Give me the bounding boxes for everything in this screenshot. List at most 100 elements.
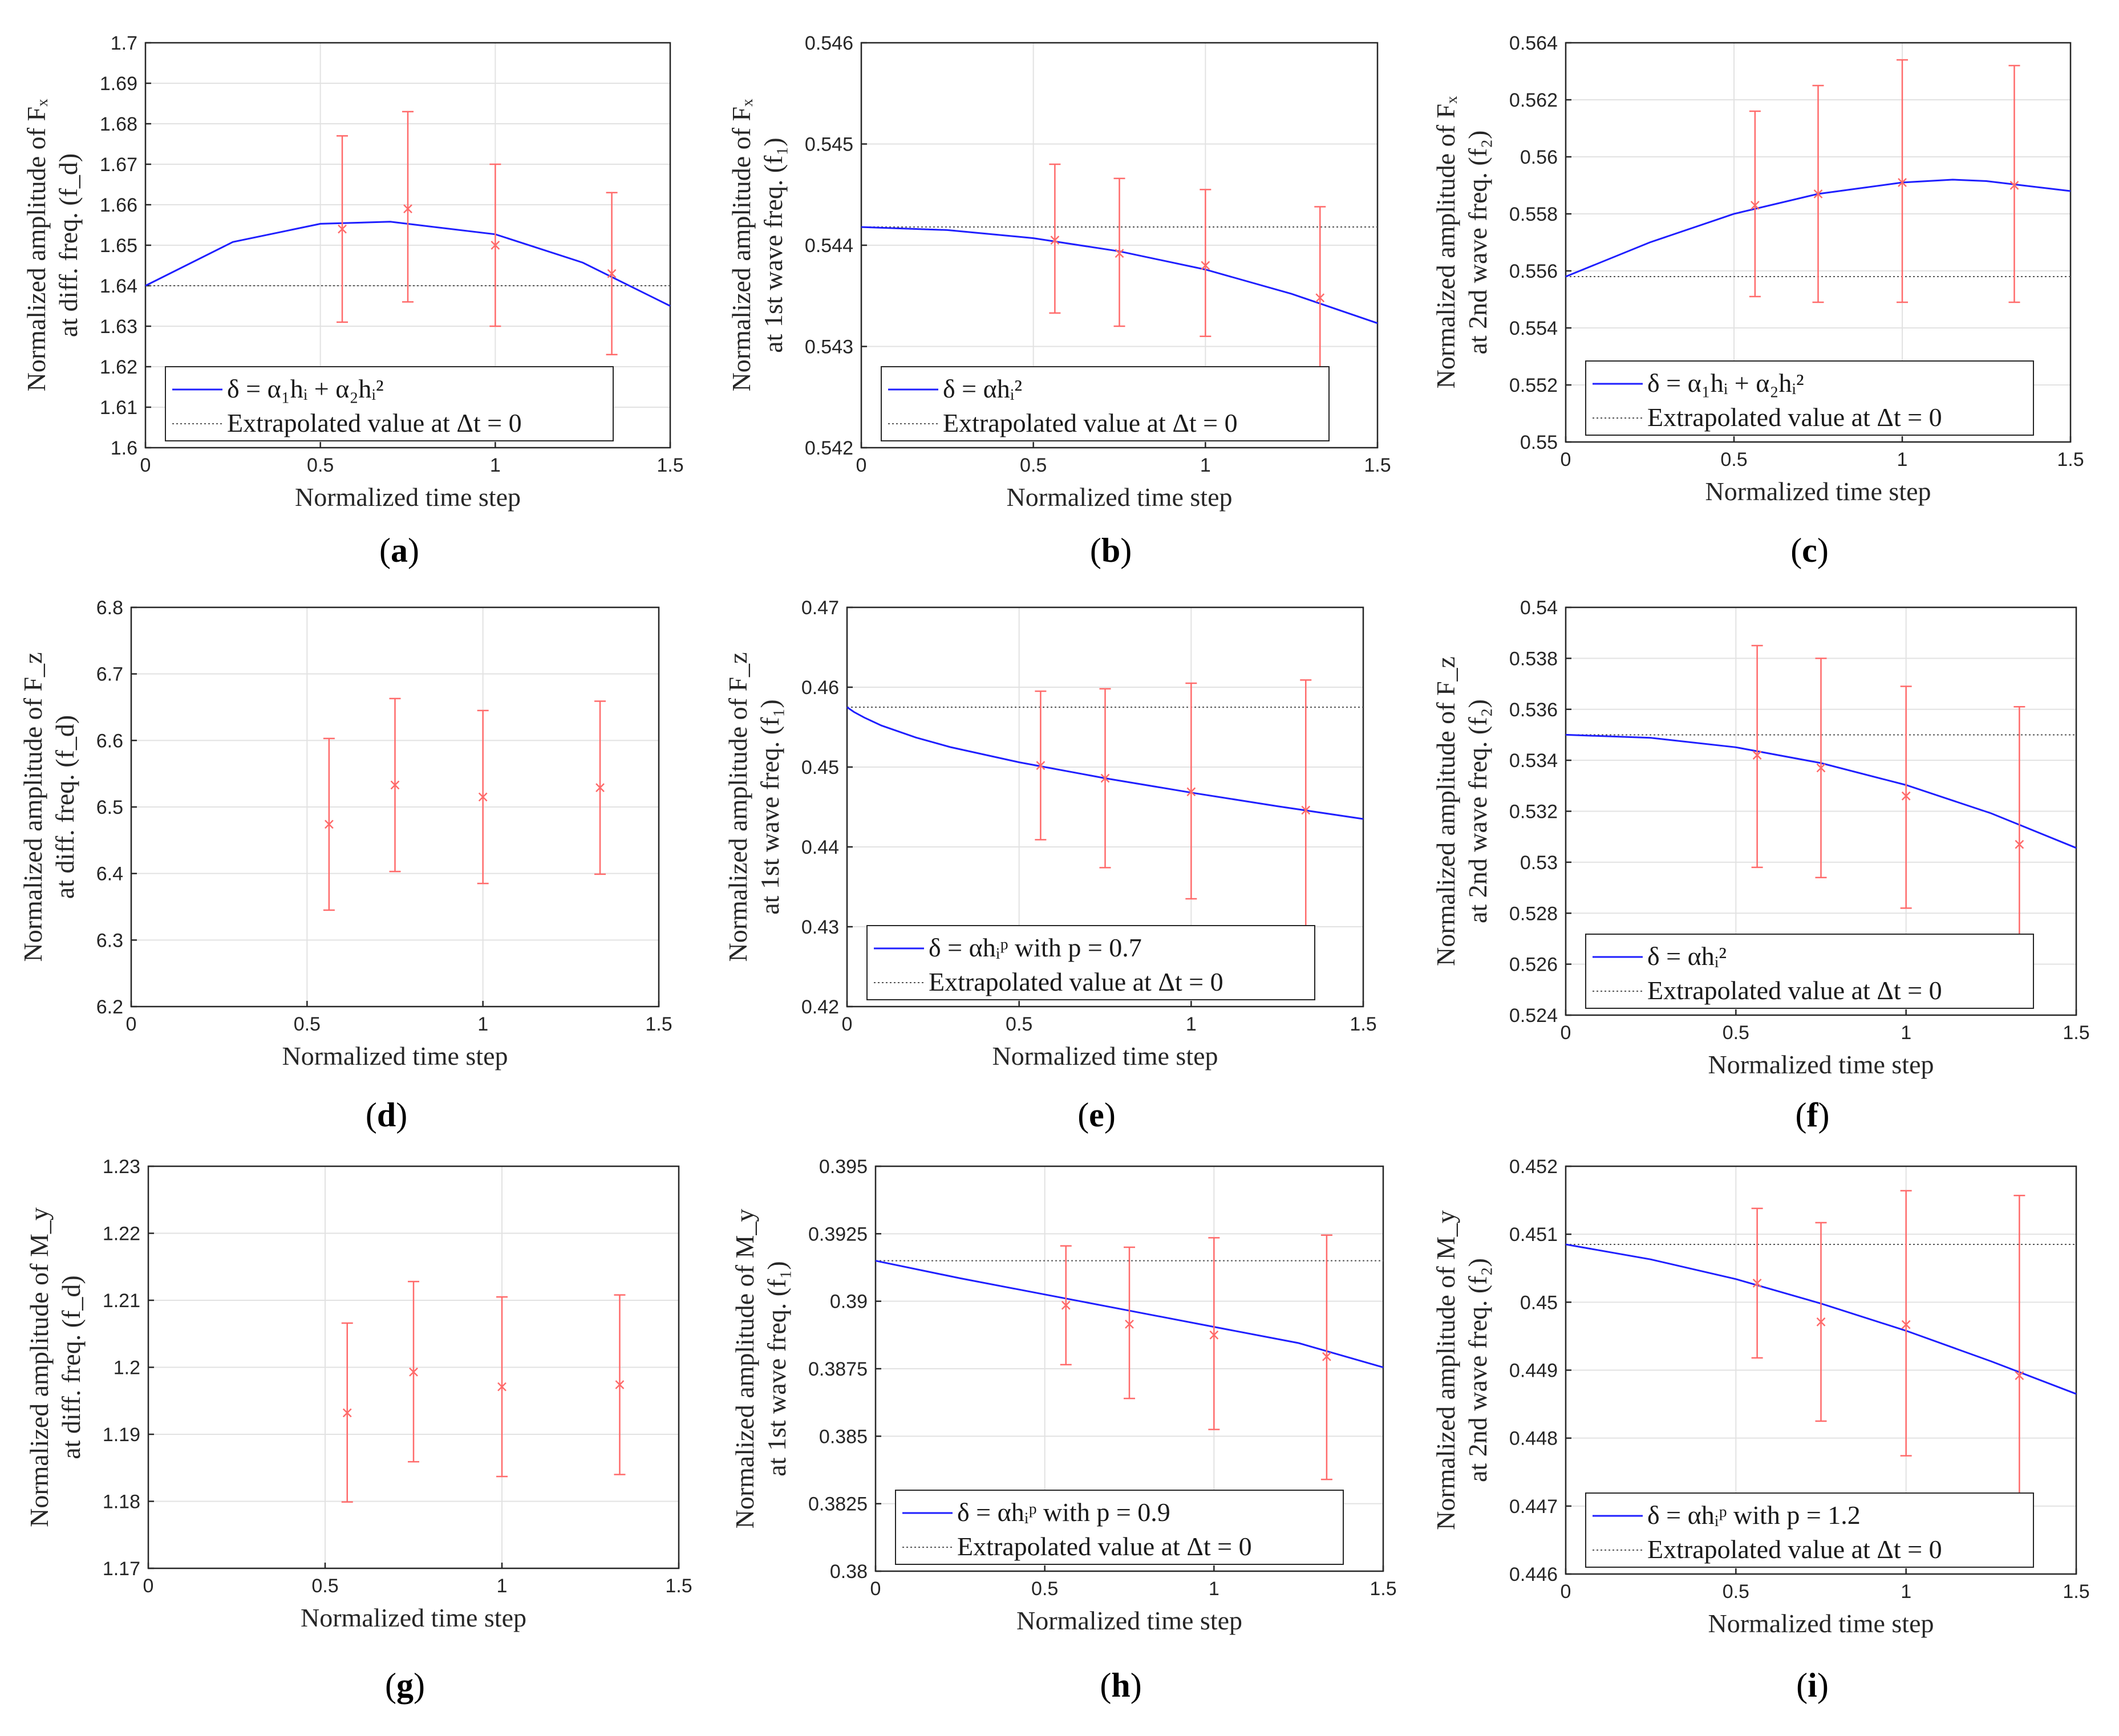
- y-axis-label: Normalized amplitude of M_y at 2nd wave f…: [1431, 1210, 1492, 1530]
- y-tick-label: 0.54: [1520, 597, 1558, 619]
- chart-panel-f: 0 0.5 1 1.5 0.524 0.526 0.528 0.53 0.532 0.534 0.5…: [1431, 597, 2090, 1134]
- axes-frame: [1565, 42, 2072, 443]
- y-tick-label: 6.7: [96, 664, 123, 686]
- panel-letter-char: b: [1101, 532, 1120, 569]
- x-axis-label: Normalized time step: [282, 1041, 508, 1070]
- y-tick-label: 0.536: [1509, 699, 1558, 721]
- data-marker: [1125, 1320, 1134, 1329]
- data-marker: [1901, 1320, 1911, 1329]
- x-tick-label: 0: [1561, 1022, 1571, 1044]
- y-tick-label: 0.528: [1509, 903, 1558, 924]
- legend: δ = αhᵢ² Extrapolated value at Δt = 0: [881, 366, 1330, 441]
- x-tick-label: 0.5: [1723, 1581, 1749, 1603]
- data-marker: [1752, 1279, 1762, 1288]
- data-marker: [1209, 1330, 1219, 1340]
- error-bar-point: [477, 709, 489, 885]
- y-tick-label: 0.43: [801, 916, 839, 938]
- error-bar-point: [1200, 189, 1212, 337]
- chart-panel-e: 0 0.5 1 1.5 0.42 0.43 0.44 0.45 0.46 0.47 Normaliz…: [723, 597, 1377, 1134]
- y-tick-label: 0.47: [801, 597, 839, 619]
- y-axis-label: Normalized amplitude of F_z at diff. freq…: [18, 652, 79, 962]
- y-tick-label: 0.42: [801, 996, 839, 1018]
- y-axis-label-line: at 2nd wave freq. (f₂): [1463, 131, 1492, 355]
- panel-letter-open: (: [366, 1096, 377, 1134]
- x-tick-label: 0: [856, 455, 867, 476]
- data-marker: [1315, 293, 1325, 303]
- y-axis-label: Normalized amplitude of F_z at 2nd wave f…: [1431, 656, 1492, 966]
- x-tick-label: 1.5: [2063, 1581, 2089, 1603]
- y-tick-label: 1.68: [100, 113, 137, 135]
- x-axis-label: Normalized time step: [992, 1041, 1218, 1070]
- y-tick-label: 0.448: [1509, 1428, 1558, 1450]
- y-tick-label: 0.45: [1520, 1292, 1558, 1313]
- error-bar-point: [1900, 1190, 1912, 1457]
- y-tick-label: 0.526: [1509, 954, 1558, 976]
- x-tick-label: 0: [126, 1013, 137, 1035]
- data-marker: [1115, 249, 1124, 258]
- legend-box: [1585, 360, 2034, 436]
- panel-letter-close: ): [1817, 532, 1829, 569]
- panel-letter-open: (: [1077, 1096, 1089, 1134]
- y-tick-label: 0.524: [1509, 1005, 1558, 1027]
- x-axis-label: Normalized time step: [1016, 1606, 1242, 1635]
- x-tick-label: 1.5: [657, 455, 683, 476]
- y-axis-label-line: Normalized amplitude of Fₓ: [22, 99, 51, 391]
- panel-letter-char: h: [1111, 1666, 1130, 1704]
- data-marker: [324, 820, 334, 829]
- data-marker: [1752, 751, 1762, 760]
- y-tick-label: 0.3925: [808, 1223, 868, 1245]
- x-tick-label: 1: [1901, 1581, 1911, 1603]
- data-marker: [409, 1367, 418, 1377]
- panel-letter-close: ): [1120, 532, 1132, 569]
- legend-box: [165, 366, 614, 441]
- y-axis-label: Normalized amplitude of M_y at 1st wave f…: [730, 1209, 791, 1529]
- data-marker: [1061, 1300, 1071, 1310]
- x-tick-label: 0: [842, 1013, 853, 1035]
- legend: δ = αhᵢᵖ with p = 0.9 Extrapolated value …: [895, 1490, 1344, 1565]
- panel-letter-open: (: [1790, 532, 1802, 569]
- panel-letter: (g): [385, 1666, 425, 1704]
- y-tick-label: 6.4: [96, 863, 123, 885]
- legend-box: [866, 925, 1315, 1000]
- legend-fit-label: δ = α₁hᵢ + α₂hᵢ²: [1647, 368, 1804, 398]
- panel-letter-open: (: [1796, 1666, 1808, 1704]
- legend-box: [881, 366, 1330, 441]
- panel-letter-char: a: [391, 532, 408, 569]
- data-marker: [1050, 236, 1060, 245]
- x-tick-label: 1: [1901, 1022, 1911, 1044]
- x-axis-label: Normalized time step: [1705, 477, 1931, 506]
- x-tick-label: 0: [870, 1578, 881, 1600]
- y-axis-label-line: Normalized amplitude of Fₓ: [1431, 96, 1460, 388]
- x-tick-label: 1: [1200, 455, 1211, 476]
- panel-letter: (i): [1796, 1666, 1829, 1704]
- chart-panel-c: 0 0.5 1 1.5 0.55 0.552 0.554 0.556 0.558 0.56 0.56…: [1431, 33, 2084, 569]
- y-tick-label: 0.449: [1509, 1360, 1558, 1382]
- y-axis-label-line: Normalized amplitude of F_z: [1431, 656, 1460, 966]
- y-axis-label: Normalized amplitude of Fₓ at 2nd wave fr…: [1431, 96, 1492, 388]
- error-bar-point: [337, 135, 348, 323]
- chart-panel-i: 0 0.5 1 1.5 0.446 0.447 0.448 0.449 0.45 0.451 0.4…: [1431, 1156, 2090, 1704]
- y-tick-label: 1.18: [103, 1491, 140, 1513]
- data-marker: [1322, 1352, 1331, 1361]
- data-marker: [1186, 787, 1196, 797]
- axes-frame: [846, 606, 1364, 1008]
- error-bar-point: [1099, 688, 1111, 869]
- y-tick-label: 0.562: [1509, 90, 1558, 111]
- error-bar-point: [1314, 206, 1326, 390]
- legend: δ = α₁hᵢ + α₂hᵢ² Extrapolated value at Δt…: [1585, 360, 2034, 436]
- error-bar-point: [594, 700, 606, 875]
- y-tick-label: 0.3825: [808, 1494, 868, 1515]
- data-marker: [342, 1408, 352, 1418]
- y-tick-label: 1.69: [100, 73, 137, 95]
- legend-fit-label: δ = αhᵢᵖ with p = 0.9: [957, 1498, 1170, 1527]
- panel-letter-open: (: [385, 1666, 396, 1704]
- x-tick-label: 1.5: [1370, 1578, 1396, 1600]
- y-tick-label: 1.61: [100, 397, 137, 419]
- y-axis-label-line: Normalized amplitude of M_y: [1431, 1210, 1460, 1530]
- data-marker: [1201, 261, 1210, 270]
- data-marker: [1816, 763, 1826, 773]
- error-bar-point: [1751, 1207, 1763, 1359]
- x-tick-label: 0.5: [307, 455, 334, 476]
- panel-letter-char: c: [1802, 532, 1817, 569]
